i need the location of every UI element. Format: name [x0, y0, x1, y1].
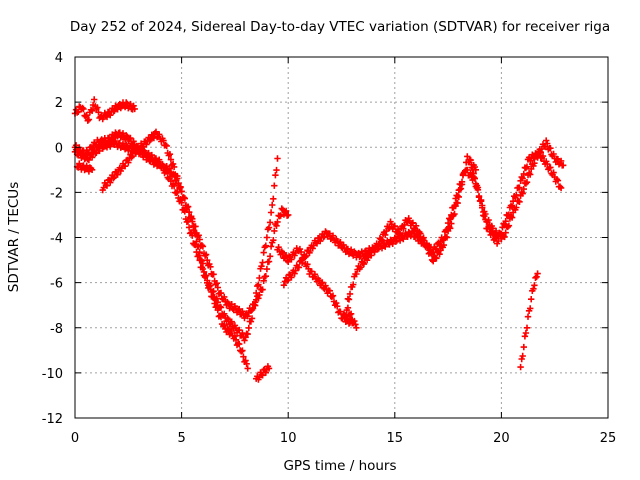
y-tick-label: -10 — [42, 367, 63, 382]
series-satellite-track-3 — [99, 128, 251, 372]
series-satellite-track-9 — [344, 153, 479, 303]
plot-area — [71, 96, 567, 383]
y-tick-label: 4 — [55, 51, 63, 66]
data-point-markers — [99, 128, 251, 372]
y-tick-label: 2 — [55, 96, 63, 111]
data-point-markers — [340, 304, 360, 331]
y-tick-label: -2 — [50, 186, 63, 201]
series-satellite-track-12 — [466, 137, 567, 243]
x-tick-label: 10 — [280, 431, 297, 446]
x-tick-label: 5 — [177, 431, 185, 446]
series-satellite-track-7 — [280, 148, 565, 289]
series-satellite-track-8 — [274, 244, 356, 327]
x-tick-label: 25 — [600, 431, 617, 446]
data-point-markers — [253, 363, 273, 383]
chart-title: Day 252 of 2024, Sidereal Day-to-day VTE… — [70, 19, 610, 35]
data-point-markers — [344, 153, 479, 303]
y-tick-label: 0 — [55, 141, 63, 156]
series-satellite-track-11 — [517, 270, 541, 371]
series-satellite-track-10 — [340, 304, 360, 331]
x-tick-label: 15 — [387, 431, 404, 446]
axis-ticks: 0 5 10 15 20 25 -12 -10 -8 -6 -4 -2 0 2 4 — [42, 51, 617, 446]
series-satellite-track-6 — [253, 363, 273, 383]
y-tick-label: -12 — [42, 412, 63, 427]
y-tick-label: -4 — [50, 232, 63, 247]
grid — [75, 57, 608, 418]
y-tick-label: -6 — [50, 277, 63, 292]
x-tick-label: 20 — [493, 431, 510, 446]
data-point-markers — [73, 160, 96, 175]
y-tick-label: -8 — [50, 322, 63, 337]
x-tick-label: 0 — [71, 431, 79, 446]
data-point-markers — [274, 244, 356, 327]
series-satellite-track-5 — [73, 160, 96, 175]
series-satellite-track-1 — [71, 96, 138, 124]
data-point-markers — [466, 137, 567, 243]
data-point-markers — [280, 148, 565, 289]
y-axis-label: SDTVAR / TECUs — [6, 182, 22, 292]
data-point-markers — [517, 270, 541, 371]
x-axis-label: GPS time / hours — [283, 458, 396, 474]
data-point-markers — [71, 96, 138, 124]
